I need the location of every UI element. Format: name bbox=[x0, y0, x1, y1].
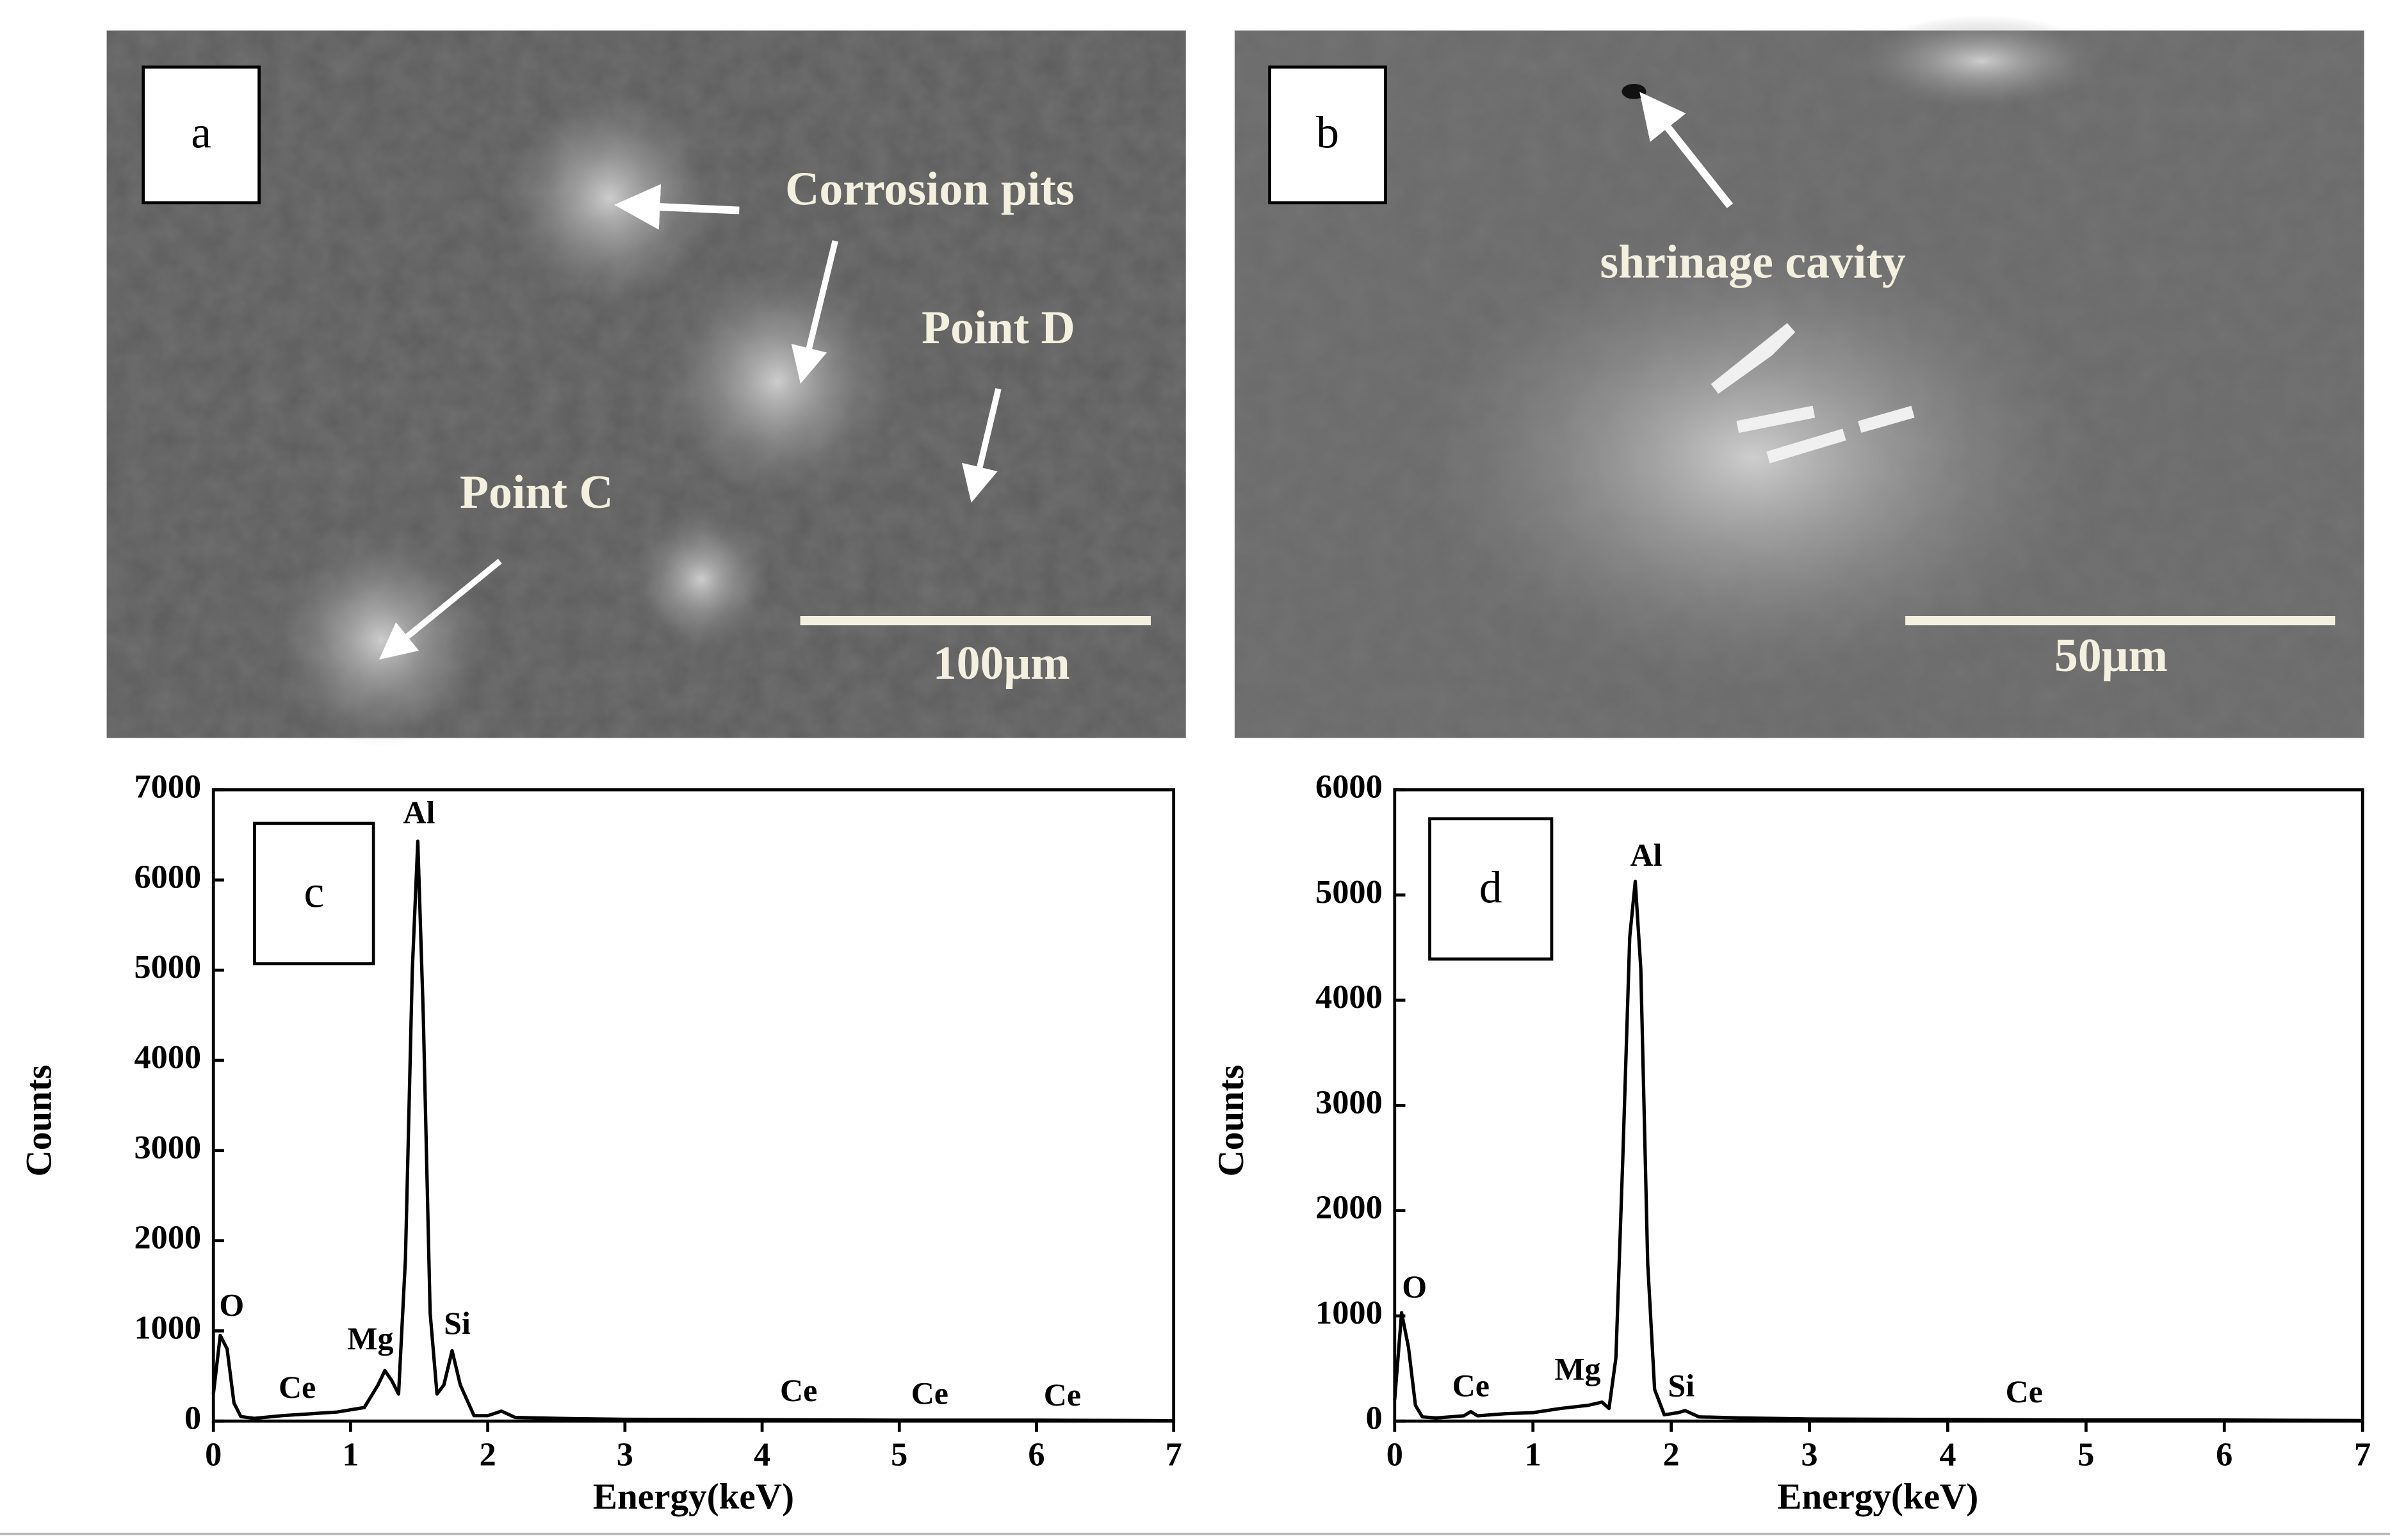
y-axis-title: Counts bbox=[1211, 1065, 1251, 1177]
annotation: Corrosion pits bbox=[785, 162, 1075, 215]
y-tick-label: 7000 bbox=[134, 768, 201, 805]
y-tick-label: 2000 bbox=[134, 1219, 201, 1256]
peak-label: Ce bbox=[780, 1372, 817, 1408]
sem-image-a: a Corrosion pits Point D Point C 100μm bbox=[106, 30, 1186, 747]
panel-label: a bbox=[191, 108, 211, 158]
peak-label: Ce bbox=[279, 1369, 316, 1405]
y-tick-label: 5000 bbox=[134, 948, 201, 985]
panel-label: c bbox=[304, 867, 324, 918]
spectrum-line bbox=[211, 839, 1174, 1423]
x-tick-label: 4 bbox=[754, 1436, 770, 1473]
y-tick-label: 3000 bbox=[1315, 1083, 1383, 1121]
x-tick-label: 4 bbox=[1939, 1436, 1956, 1473]
x-tick-label: 7 bbox=[1166, 1436, 1182, 1473]
y-tick-label: 6000 bbox=[134, 858, 201, 895]
peak-label: Ce bbox=[911, 1375, 948, 1411]
sem-image-b: b shrinage cavity 50μm bbox=[1234, 15, 2364, 738]
annotation: Point C bbox=[460, 466, 614, 518]
x-tick-label: 6 bbox=[1028, 1436, 1045, 1473]
peak-label: Mg bbox=[1554, 1351, 1600, 1387]
x-tick-label: 3 bbox=[617, 1436, 633, 1473]
x-axis-title: Energy(keV) bbox=[1777, 1477, 1978, 1517]
x-tick-label: 1 bbox=[342, 1436, 359, 1473]
peak-label: Ce bbox=[1044, 1377, 1081, 1413]
peak-label: Al bbox=[403, 794, 435, 830]
x-tick-label: 3 bbox=[1801, 1436, 1817, 1473]
spectrum-line bbox=[1393, 879, 2363, 1423]
y-tick-label: 6000 bbox=[1315, 768, 1383, 805]
x-tick-label: 0 bbox=[1386, 1436, 1403, 1473]
x-tick-label: 0 bbox=[205, 1436, 222, 1473]
peak-label: Ce bbox=[1452, 1368, 1490, 1404]
panel-label: d bbox=[1479, 862, 1502, 912]
peak-label: Si bbox=[1668, 1368, 1695, 1404]
eds-chart: 0 1000 2000 3000 4000 5000 6000 0 1 2 3 4 5 6 7 Energy(… bbox=[1211, 768, 2371, 1517]
x-tick-label: 5 bbox=[2077, 1436, 2094, 1473]
x-tick-label: 7 bbox=[2354, 1436, 2371, 1473]
y-tick-label: 2000 bbox=[1315, 1189, 1383, 1226]
peak-label: Ce bbox=[2006, 1374, 2043, 1409]
peak-label: Mg bbox=[347, 1320, 393, 1356]
y-tick-label: 1000 bbox=[1315, 1294, 1383, 1331]
y-tick-label: 3000 bbox=[134, 1129, 201, 1166]
y-tick-label: 0 bbox=[1366, 1399, 1383, 1436]
peak-label: Si bbox=[444, 1305, 471, 1341]
panel-label-box bbox=[253, 822, 375, 966]
y-tick-label: 5000 bbox=[1315, 873, 1383, 911]
peak-label: O bbox=[219, 1287, 244, 1323]
peak-label: Al bbox=[1630, 837, 1662, 873]
y-tick-label: 4000 bbox=[134, 1039, 201, 1076]
scale-bar-label: 100μm bbox=[933, 636, 1070, 689]
x-tick-label: 2 bbox=[1663, 1436, 1680, 1473]
scale-bar-label: 50μm bbox=[2054, 629, 2168, 681]
x-axis-title: Energy(keV) bbox=[593, 1477, 794, 1517]
x-tick-label: 6 bbox=[2216, 1436, 2232, 1473]
y-tick-label: 0 bbox=[184, 1399, 201, 1436]
panel-label: b bbox=[1316, 108, 1339, 158]
y-tick-label: 4000 bbox=[1315, 978, 1383, 1016]
x-tick-label: 2 bbox=[480, 1436, 496, 1473]
x-tick-label: 1 bbox=[1525, 1436, 1541, 1473]
panel-label-box bbox=[1428, 817, 1554, 961]
x-tick-label: 5 bbox=[891, 1436, 907, 1473]
y-axis-title: Counts bbox=[19, 1065, 60, 1177]
annotation: shrinage cavity bbox=[1600, 236, 1905, 288]
eds-chart: 0 1000 2000 3000 4000 5000 6000 7000 0 1 2 3 4 5 6 7 Ene… bbox=[19, 768, 1182, 1517]
annotation: Point D bbox=[922, 301, 1075, 353]
peak-label: O bbox=[1402, 1268, 1427, 1304]
y-tick-label: 1000 bbox=[134, 1309, 201, 1346]
